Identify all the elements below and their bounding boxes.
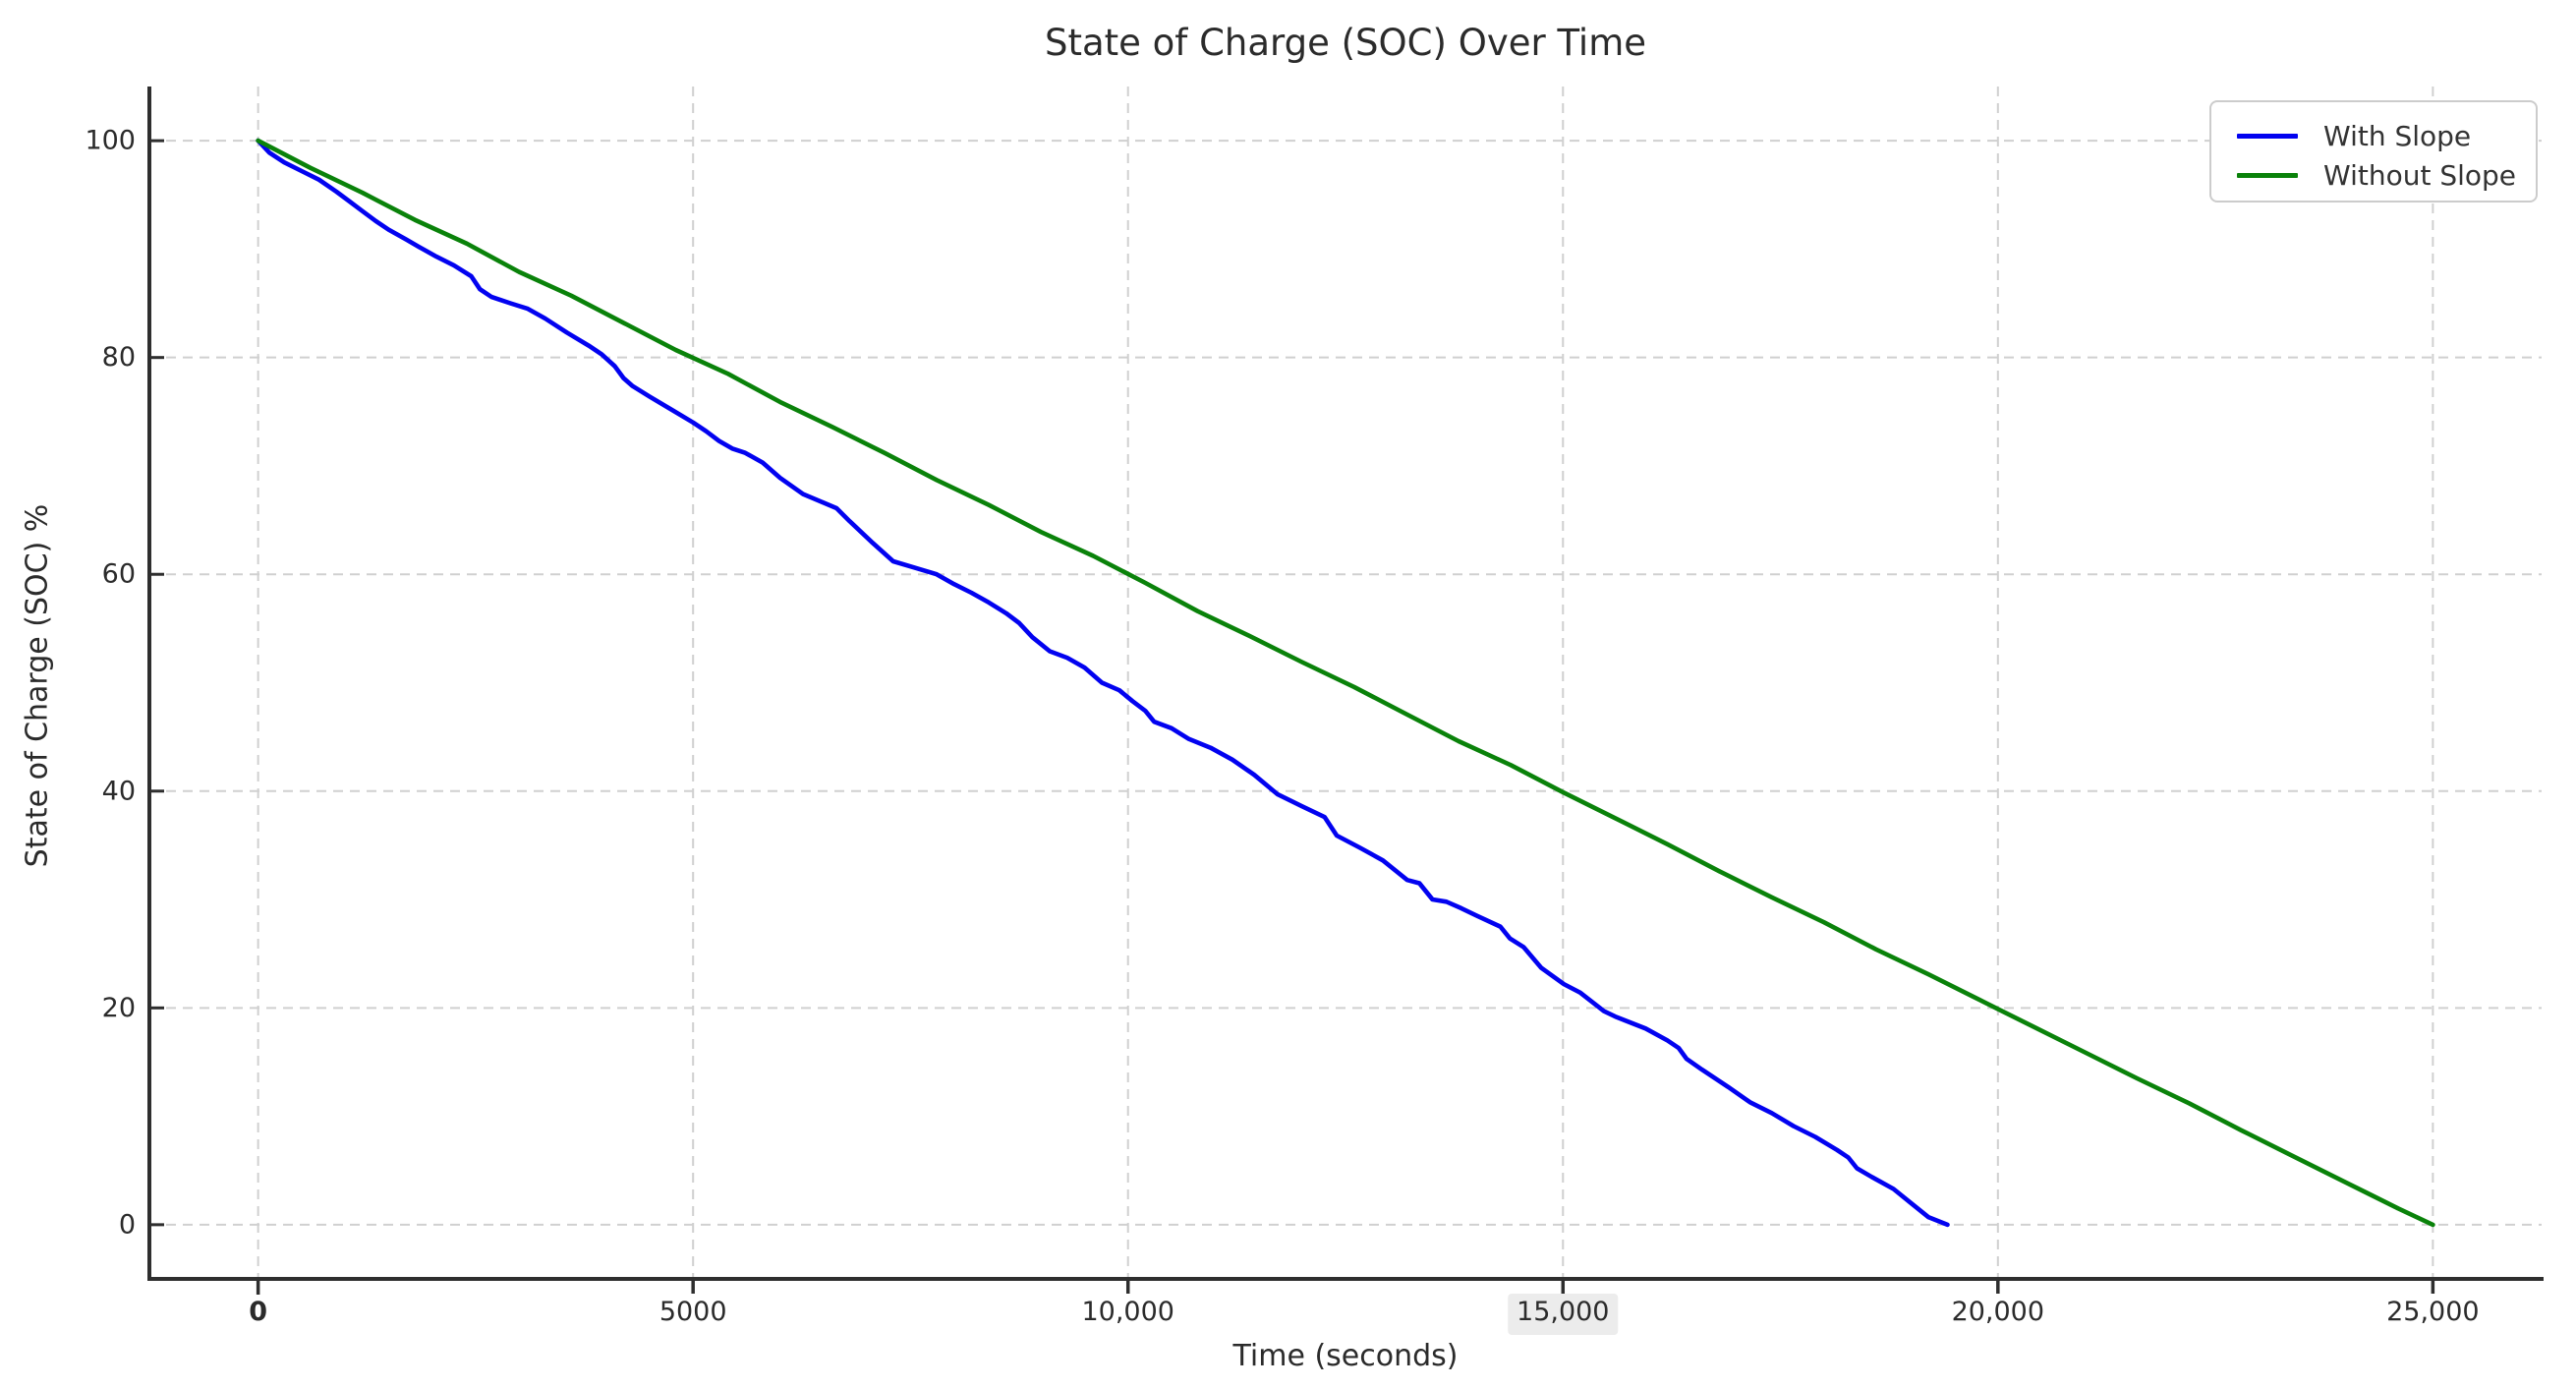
x-tick-label: 15,000 [1517,1297,1609,1327]
x-tick-label-bbox [1508,1294,1619,1335]
legend-label: With Slope [2323,119,2472,152]
x-tick-label: 10,000 [1081,1297,1174,1327]
y-tick-label: 60 [102,559,136,590]
legend-label: Without Slope [2323,158,2517,192]
legend-line-swatch-green [2237,172,2298,178]
x-tick-label-bbox [651,1294,736,1335]
y-tick-label: 100 [85,126,136,156]
legend: With Slope Without Slope [2209,100,2538,203]
x-tick-label-bbox [1072,1294,1183,1335]
x-tick-label: 5000 [659,1297,727,1327]
x-axis-label: Time (seconds) [1232,1339,1459,1373]
legend-item-with-slope: With Slope [2237,116,2516,155]
chart-title: State of Charge (SOC) Over Time [1044,22,1647,64]
y-tick-label: 80 [102,342,136,373]
y-tick-label: 40 [102,776,136,806]
x-tick-label: 25,000 [2386,1297,2479,1327]
x-tick-label: 20,000 [1952,1297,2044,1327]
y-axis-label: State of Charge (SOC) % [20,503,55,868]
legend-item-without-slope: Without Slope [2237,155,2516,195]
y-tick-label: 20 [102,993,136,1023]
y-tick-label: 0 [119,1209,136,1240]
legend-line-swatch-blue [2237,133,2298,139]
x-tick-label: 0 [249,1297,267,1327]
line-series-without-slope [256,138,2435,1228]
x-tick-label-bbox [1942,1294,2053,1335]
line-series-with-slope [256,138,1950,1228]
x-tick-label-bbox [2377,1294,2489,1335]
